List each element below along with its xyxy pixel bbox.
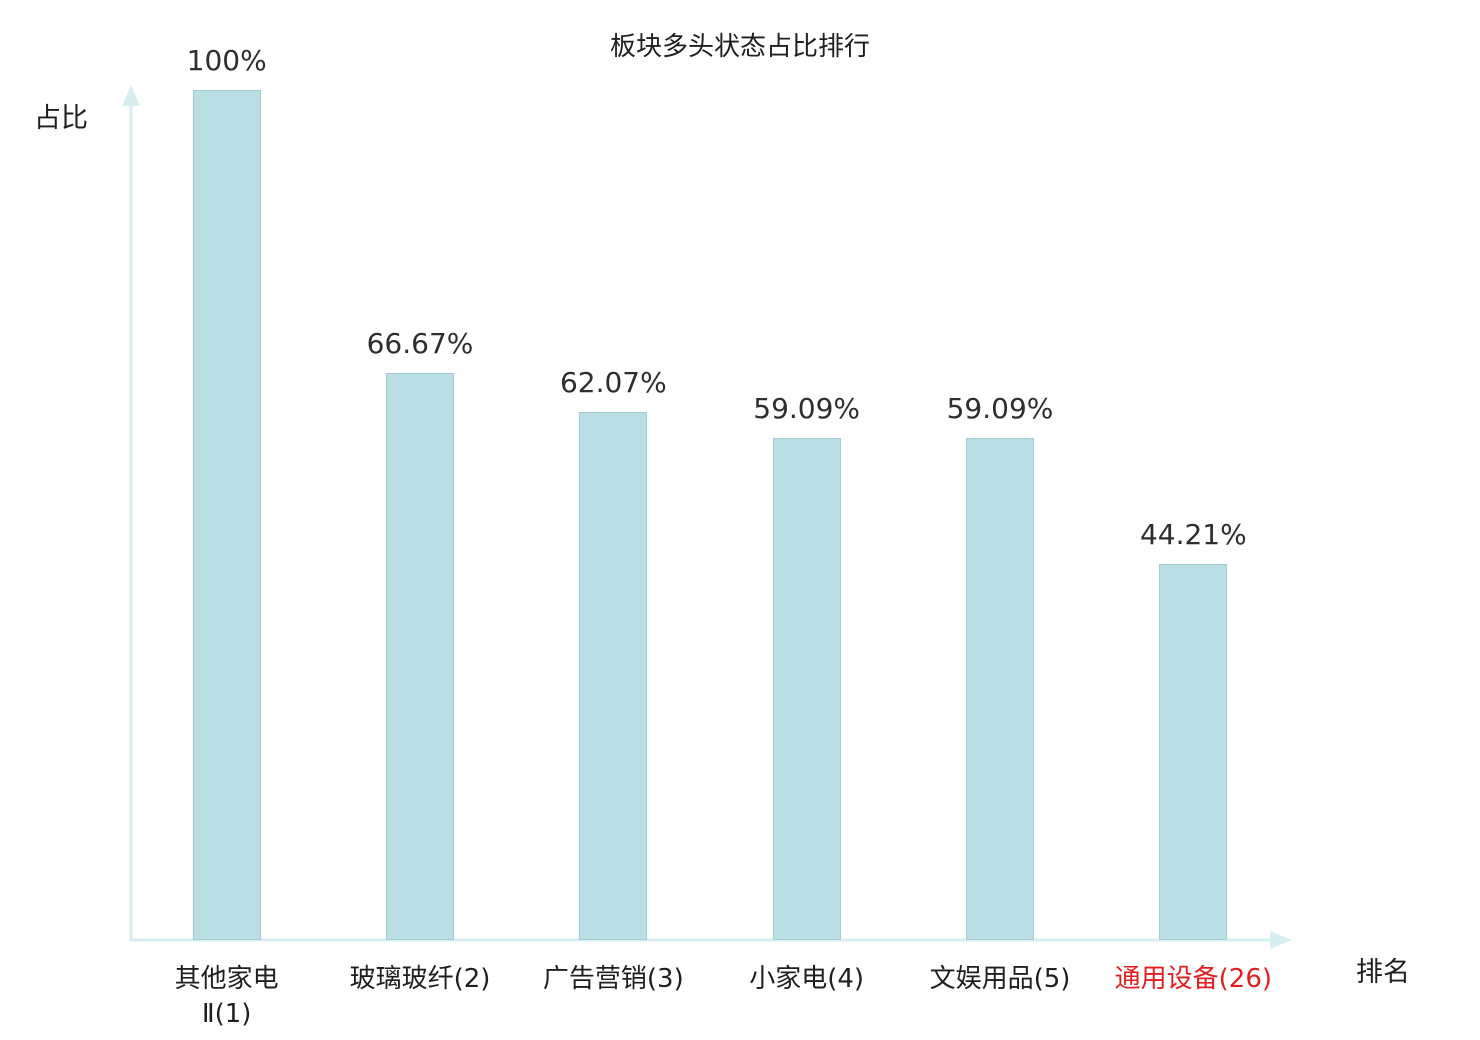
bar-value-label: 100% bbox=[186, 44, 267, 77]
bar-category-label: 文娱用品(5) bbox=[929, 964, 1071, 994]
bar-value-label: 62.07% bbox=[559, 366, 667, 399]
bar-category-label: 广告营销(3) bbox=[542, 964, 684, 994]
bar bbox=[192, 90, 261, 940]
bar bbox=[579, 412, 648, 940]
bar-value-label: 59.09% bbox=[753, 392, 861, 425]
bar-value-label: 59.09% bbox=[946, 392, 1054, 425]
chart-title: 板块多头状态占比排行 bbox=[609, 32, 870, 62]
bar bbox=[1159, 564, 1228, 940]
bar bbox=[966, 438, 1034, 940]
bar-category-label: 通用设备(26) bbox=[1114, 964, 1273, 994]
bar-value-label: 66.67% bbox=[366, 327, 474, 360]
x-axis-label: 排名 bbox=[1356, 957, 1410, 988]
y-axis-label: 占比 bbox=[34, 103, 88, 134]
bar-value-label: 44.21% bbox=[1139, 518, 1247, 551]
y-axis-arrow-icon bbox=[122, 85, 140, 106]
bar-category-label: 小家电(4) bbox=[749, 964, 865, 994]
bar-category-label: 其他家电 Ⅱ(1) bbox=[174, 964, 279, 1030]
bar-category-label: 玻璃玻纤(2) bbox=[349, 964, 491, 994]
bar bbox=[386, 373, 454, 940]
bar bbox=[772, 438, 841, 940]
x-axis-arrow-icon bbox=[1270, 931, 1292, 949]
